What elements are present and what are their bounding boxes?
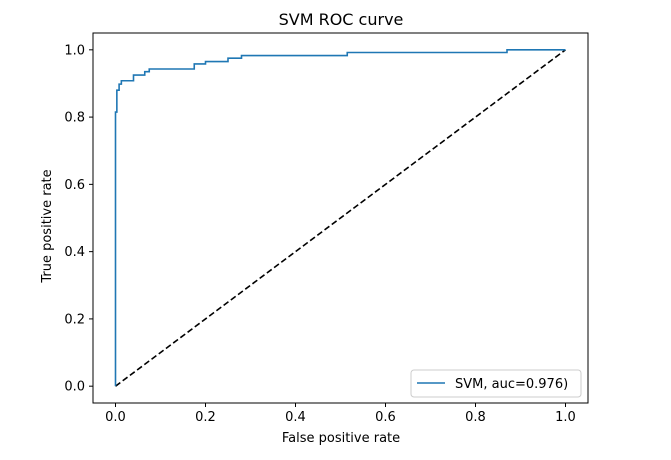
- x-tick-label: 0.2: [195, 410, 216, 425]
- x-tick-label: 1.0: [555, 410, 576, 425]
- x-axis-ticks: 0.0 0.2 0.4 0.6 0.8 1.0: [105, 403, 576, 425]
- axes-frame: [92, 32, 589, 404]
- plot-area: [92, 32, 589, 404]
- x-tick-label: 0.0: [105, 410, 126, 425]
- x-axis-label: False positive rate: [282, 431, 400, 446]
- legend: SVM, auc=0.976): [410, 369, 582, 398]
- y-tick-label: 0.6: [64, 178, 85, 193]
- x-tick-label: 0.6: [375, 410, 396, 425]
- legend-label-svm: SVM, auc=0.976): [455, 377, 568, 392]
- series-layer: [114, 49, 566, 387]
- baseline-dashed-line: [115, 49, 566, 387]
- y-axis-ticks: 0.0 0.2 0.4 0.6 0.8 1.0: [64, 43, 93, 395]
- legend-frame: [410, 369, 582, 398]
- x-tick-label: 0.8: [465, 410, 486, 425]
- y-tick-label: 0.2: [64, 312, 85, 327]
- y-tick-label: 0.4: [64, 245, 85, 260]
- y-tick-label: 1.0: [64, 43, 85, 58]
- svm-roc-line: [114, 49, 566, 387]
- y-tick-label: 0.8: [64, 111, 85, 126]
- x-tick-label: 0.4: [285, 410, 306, 425]
- y-tick-label: 0.0: [64, 380, 85, 395]
- y-axis-label: True positive rate: [40, 169, 55, 283]
- chart-title: SVM ROC curve: [279, 10, 404, 29]
